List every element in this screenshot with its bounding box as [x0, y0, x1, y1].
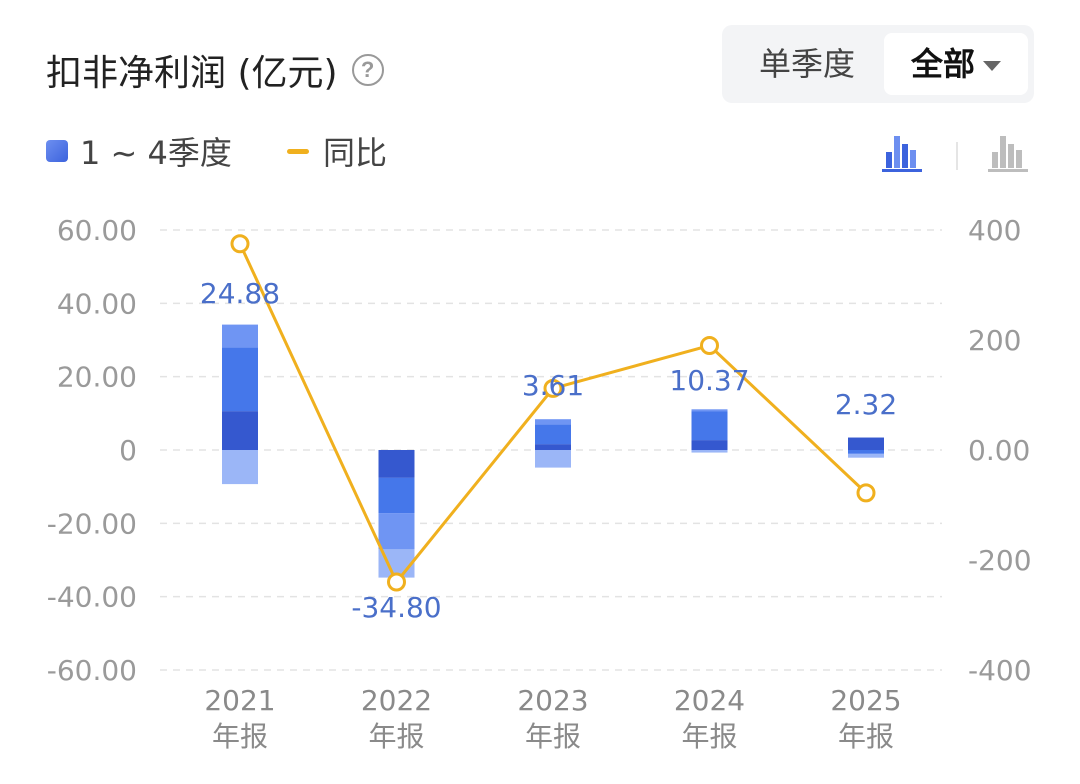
legend-yoy-label: 同比 [323, 134, 388, 172]
yoy-point [856, 483, 876, 503]
x-tick-label: 2023 年报 [517, 684, 588, 753]
bar-segment [222, 324, 258, 348]
total-data-label: 10.37 [669, 364, 749, 397]
y-left-tick-label: 40.00 [57, 287, 137, 320]
total-data-label: 3.61 [522, 369, 584, 402]
x-tick-label: 2025 年报 [830, 684, 901, 753]
bar-segment [222, 347, 258, 412]
chart-title-text: 扣非净利润 (亿元) [46, 53, 338, 94]
y-right-tick-label: -400 [968, 654, 1032, 687]
period-toggle: 单季度 全部 [722, 25, 1034, 103]
bar-segment [848, 437, 884, 450]
bar-segment [848, 453, 884, 455]
view-switch [882, 136, 1028, 172]
y-left-tick-label: -20.00 [47, 507, 137, 540]
x-tick-label: 2022 年报 [361, 684, 432, 753]
legend-quarters-label: 1 ~ 4季度 [80, 134, 232, 172]
legend-quarters[interactable]: 1 ~ 4季度 [46, 128, 232, 174]
legend-yoy[interactable]: 同比 [287, 128, 387, 174]
single-quarter-label: 单季度 [758, 45, 855, 83]
y-right-tick-label: 400 [968, 214, 1021, 247]
yoy-point [543, 378, 563, 398]
bar-segment [691, 450, 728, 453]
bar-segment [535, 419, 571, 425]
y-left-tick-label: 60.00 [57, 214, 137, 247]
yoy-line [238, 243, 868, 585]
bar-segment [691, 409, 728, 412]
y-left-tick-label: 20.00 [57, 361, 137, 394]
all-periods-label: 全部 [910, 45, 975, 83]
total-data-label: 2.32 [835, 388, 897, 421]
total-data-label: 24.88 [200, 277, 280, 310]
yoy-point [700, 336, 719, 355]
question-circle-icon[interactable]: ? [351, 54, 384, 86]
bar-segment [535, 450, 571, 468]
yoy-point [230, 234, 250, 254]
y-right-tick-label: 0.00 [968, 434, 1030, 467]
bar-segment [691, 440, 728, 450]
bar-segment [848, 454, 884, 458]
view-divider [956, 142, 958, 170]
x-tick-label: 2021 年报 [204, 684, 275, 753]
bar-segment [691, 411, 728, 441]
total-data-label: -34.80 [351, 591, 441, 624]
bar-segment [535, 444, 571, 450]
bar-segment [222, 450, 258, 485]
bar-segment [535, 424, 571, 445]
single-quarter-tab[interactable]: 单季度 [732, 33, 882, 95]
bar-segment [848, 450, 884, 454]
y-left-tick-label: -40.00 [47, 581, 137, 614]
bar-segment [378, 513, 415, 550]
bar-chart-icon[interactable] [882, 136, 922, 172]
y-right-tick-label: 200 [968, 324, 1021, 357]
all-periods-dropdown[interactable]: 全部 [884, 33, 1028, 95]
y-right-tick-label: -200 [968, 544, 1032, 577]
yoy-point [387, 572, 406, 592]
legend-bar-swatch [46, 140, 68, 162]
bar-segment [378, 477, 415, 514]
legend-line-swatch [287, 148, 309, 154]
bar-segment [222, 411, 258, 450]
bar-segment [378, 450, 415, 478]
bar-chart-gray-icon[interactable] [988, 136, 1028, 172]
chart-title: 扣非净利润 (亿元) ? [46, 44, 384, 96]
caret-down-icon [983, 61, 1001, 71]
y-left-tick-label: -60.00 [47, 654, 137, 687]
y-left-tick-label: 0 [119, 434, 137, 467]
x-tick-label: 2024 年报 [674, 684, 745, 753]
